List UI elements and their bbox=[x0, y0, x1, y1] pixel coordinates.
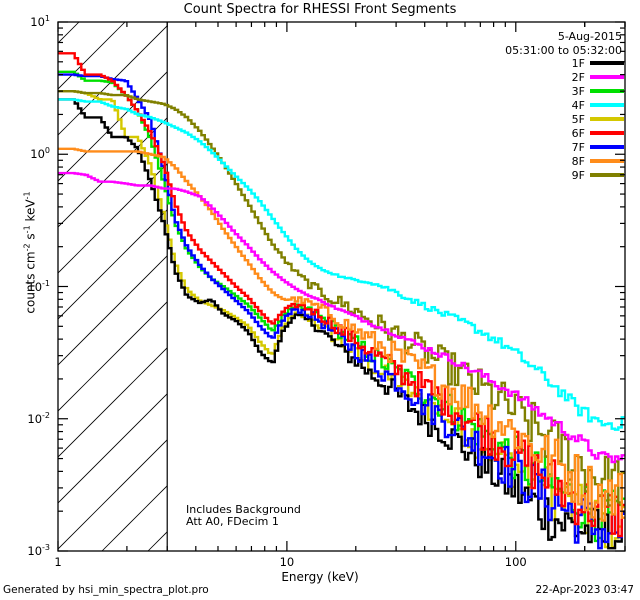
legend-time-range: 05:31:00 to 05:32:00 bbox=[505, 44, 622, 57]
y-tick-label: 10-3 bbox=[27, 543, 50, 558]
legend-item-label: 5F bbox=[571, 112, 585, 126]
legend-item-4f: 4F bbox=[504, 98, 624, 112]
legend-item-label: 7F bbox=[571, 140, 585, 154]
legend-color-swatch bbox=[590, 173, 624, 177]
x-tick-label: 1 bbox=[54, 555, 62, 569]
legend-color-swatch bbox=[590, 159, 624, 163]
plot-axes bbox=[57, 21, 626, 552]
spectrum-curve-2f bbox=[58, 171, 625, 464]
annotation-includes-background: Includes Background bbox=[186, 503, 301, 516]
annotation-attenuator-state: Att A0, FDecim 1 bbox=[186, 515, 279, 528]
spectrum-curve-5f bbox=[58, 90, 625, 549]
legend-color-swatch bbox=[590, 145, 624, 149]
y-tick-label: 10-1 bbox=[27, 278, 50, 294]
legend-item-2f: 2F bbox=[504, 70, 624, 84]
legend-item-label: 2F bbox=[571, 70, 585, 84]
spectrum-curve-6f bbox=[58, 52, 625, 538]
legend-color-swatch bbox=[590, 103, 624, 107]
spectrum-curve-8f bbox=[58, 147, 625, 522]
spectra-curves bbox=[58, 52, 625, 550]
legend-item-9f: 9F bbox=[504, 168, 624, 182]
x-axis-label: Energy (keV) bbox=[281, 570, 359, 584]
legend-color-swatch bbox=[590, 117, 624, 121]
legend-item-label: 9F bbox=[571, 168, 585, 182]
footer-timestamp: 22-Apr-2023 03:47 bbox=[535, 584, 634, 596]
y-tick-label: 100 bbox=[30, 146, 50, 162]
x-tick-label: 100 bbox=[504, 555, 527, 569]
legend-item-5f: 5F bbox=[504, 112, 624, 126]
legend-color-swatch bbox=[590, 75, 624, 79]
legend-color-swatch bbox=[590, 131, 624, 135]
x-tick-label: 10 bbox=[279, 555, 295, 569]
spectrum-curve-9f bbox=[58, 90, 625, 507]
legend-item-label: 4F bbox=[571, 98, 585, 112]
legend-item-3f: 3F bbox=[504, 84, 624, 98]
legend-color-swatch bbox=[590, 61, 624, 65]
spectrum-curve-4f bbox=[58, 98, 625, 431]
footer-generated-by: Generated by hsi_min_spectra_plot.pro bbox=[3, 584, 209, 596]
legend-item-label: 1F bbox=[571, 56, 585, 70]
y-tick-label: 101 bbox=[30, 14, 50, 29]
legend-item-label: 8F bbox=[571, 154, 585, 168]
y-tick-label: 10-2 bbox=[27, 410, 50, 426]
legend-item-6f: 6F bbox=[504, 126, 624, 140]
legend-item-1f: 1F bbox=[504, 56, 624, 70]
legend-item-label: 6F bbox=[571, 126, 585, 140]
legend-color-swatch bbox=[590, 89, 624, 93]
legend-item-label: 3F bbox=[571, 84, 585, 98]
legend-item-7f: 7F bbox=[504, 140, 624, 154]
legend-date: 5-Aug-2015 bbox=[557, 30, 622, 43]
chart-title: Count Spectra for RHESSI Front Segments bbox=[183, 2, 457, 17]
legend: 1F 2F 3F 4F 5F 6F 7F 8F 9F bbox=[504, 56, 624, 182]
legend-item-8f: 8F bbox=[504, 154, 624, 168]
